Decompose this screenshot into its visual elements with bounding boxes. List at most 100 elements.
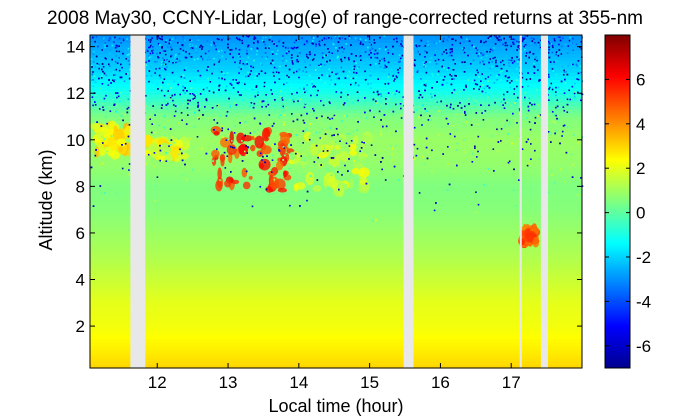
noise-pixel — [491, 49, 494, 52]
heat-band — [90, 116, 582, 121]
noise-pixel — [396, 76, 398, 79]
noise-pixel — [241, 160, 244, 162]
noise-pixel — [264, 43, 266, 46]
heat-band — [90, 112, 582, 117]
noise-pixel — [468, 40, 471, 42]
noise-pixel — [579, 65, 581, 68]
noise-pixel — [156, 176, 159, 178]
noise-pixel — [224, 74, 226, 76]
noise-pixel — [222, 125, 224, 128]
noise-pixel — [279, 90, 282, 93]
noise-pixel — [151, 123, 153, 125]
noise-pixel — [119, 76, 122, 79]
heat-band — [90, 356, 582, 362]
noise-pixel — [561, 65, 564, 68]
noise-pixel — [238, 59, 240, 62]
noise-pixel — [303, 88, 305, 90]
noise-pixel — [290, 47, 293, 49]
noise-pixel — [516, 122, 518, 124]
noise-pixel — [109, 110, 112, 112]
cloud-mark — [170, 146, 180, 159]
heat-band — [90, 327, 582, 332]
noise-pixel — [103, 97, 106, 100]
noise-pixel — [118, 50, 121, 53]
noise-pixel — [336, 72, 339, 75]
noise-pixel — [310, 94, 312, 97]
noise-pixel — [575, 43, 578, 46]
noise-pixel — [569, 98, 572, 101]
noise-pixel — [477, 148, 479, 151]
noise-pixel — [439, 46, 441, 49]
noise-pixel — [166, 58, 168, 61]
noise-pixel — [283, 147, 285, 149]
noise-pixel — [151, 55, 153, 58]
noise-pixel — [512, 112, 514, 115]
noise-pixel — [211, 72, 213, 75]
noise-pixel — [249, 174, 251, 177]
noise-pixel — [342, 55, 344, 58]
noise-pixel — [450, 103, 452, 106]
noise-pixel — [284, 46, 287, 49]
noise-pixel — [570, 58, 573, 61]
noise-pixel — [577, 78, 580, 81]
noise-pixel — [464, 151, 466, 153]
noise-pixel — [154, 199, 157, 202]
noise-pixel — [313, 85, 315, 87]
cloud-mark — [96, 131, 105, 141]
noise-pixel — [226, 113, 228, 116]
noise-pixel — [251, 65, 254, 68]
heat-band — [90, 227, 582, 232]
noise-pixel — [211, 107, 214, 109]
noise-pixel — [557, 52, 559, 54]
heat-band — [90, 97, 582, 103]
noise-pixel — [576, 78, 578, 80]
noise-pixel — [313, 161, 316, 163]
noise-pixel — [279, 39, 281, 41]
noise-pixel — [566, 52, 569, 54]
noise-pixel — [263, 81, 266, 84]
noise-pixel — [151, 37, 153, 39]
noise-pixel — [190, 40, 193, 42]
noise-pixel — [293, 41, 296, 44]
noise-pixel — [286, 74, 288, 77]
noise-pixel — [251, 133, 254, 135]
noise-pixel — [437, 58, 440, 61]
noise-pixel — [253, 59, 255, 62]
noise-pixel — [358, 52, 361, 55]
noise-pixel — [293, 46, 296, 49]
noise-pixel — [325, 131, 328, 133]
noise-pixel — [91, 79, 93, 81]
noise-pixel — [193, 94, 195, 96]
noise-pixel — [226, 155, 229, 157]
noise-pixel — [513, 88, 516, 90]
noise-pixel — [116, 194, 119, 196]
noise-pixel — [182, 36, 184, 38]
noise-pixel — [202, 88, 205, 91]
noise-pixel — [380, 107, 383, 110]
noise-pixel — [358, 113, 361, 116]
noise-pixel — [229, 105, 231, 108]
noise-pixel — [413, 63, 415, 66]
noise-pixel — [200, 44, 202, 47]
noise-pixel — [201, 147, 203, 150]
cloud-mark — [309, 136, 319, 144]
noise-pixel — [279, 114, 282, 116]
noise-pixel — [92, 104, 94, 107]
noise-pixel — [249, 73, 251, 76]
noise-pixel — [102, 73, 104, 75]
noise-pixel — [320, 100, 322, 102]
noise-pixel — [368, 41, 371, 44]
noise-pixel — [563, 74, 565, 76]
heat-band — [90, 205, 582, 210]
heat-band — [90, 123, 582, 129]
noise-pixel — [253, 38, 255, 40]
noise-pixel — [439, 109, 441, 112]
noise-pixel — [268, 47, 270, 49]
noise-pixel — [304, 56, 307, 59]
noise-pixel — [459, 63, 461, 66]
noise-pixel — [514, 37, 517, 40]
noise-pixel — [522, 96, 525, 99]
noise-pixel — [251, 205, 254, 208]
noise-pixel — [193, 96, 195, 98]
noise-pixel — [524, 96, 526, 99]
